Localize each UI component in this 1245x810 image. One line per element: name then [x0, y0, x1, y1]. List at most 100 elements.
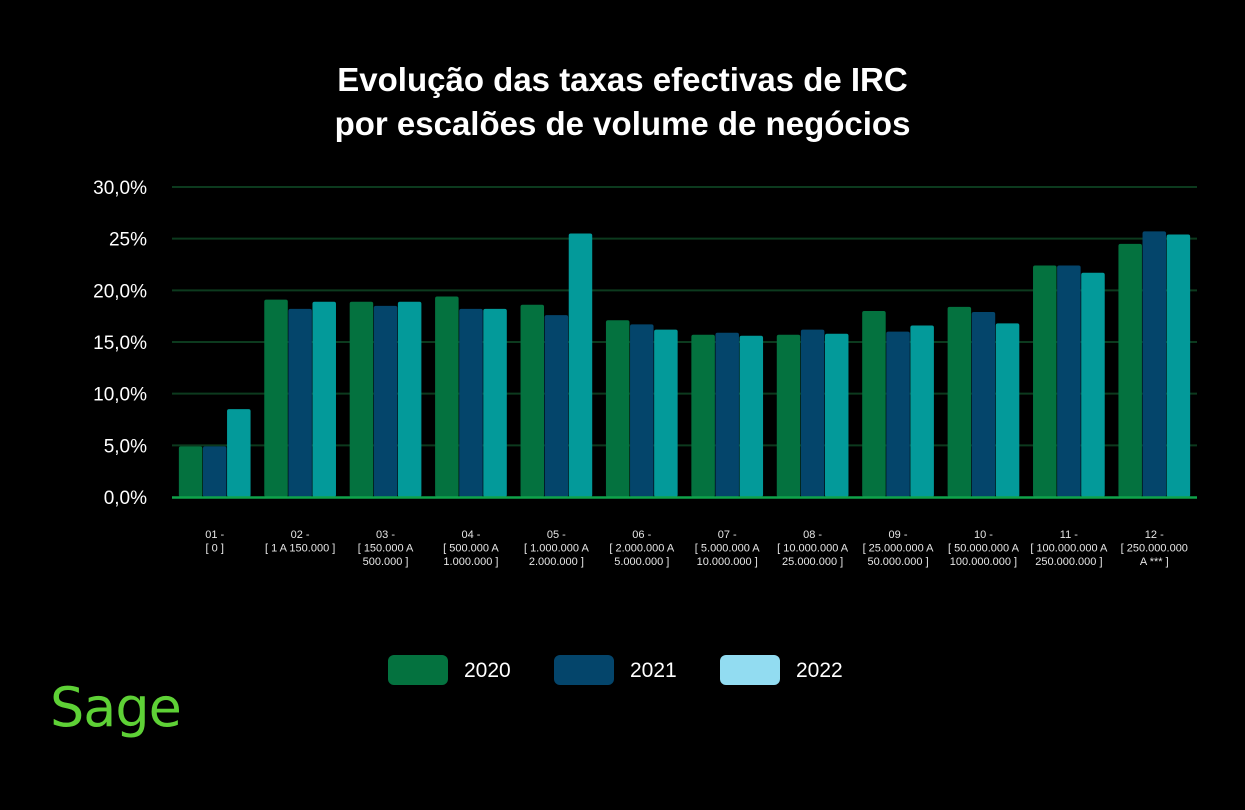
- x-tick-label-10: 10 - [ 50.000.000 A 100.000.000 ]: [948, 529, 1020, 568]
- x-tick-label-line: 04 -: [461, 529, 480, 541]
- bar-2022-8: [824, 333, 849, 497]
- bar-2020-6: [605, 320, 630, 497]
- bar-2020-2: [264, 299, 288, 497]
- x-tick-label-line: [ 100.000.000 A: [1030, 543, 1108, 555]
- y-tick-label-5: 25%: [109, 230, 147, 251]
- x-tick-label-line: 25.000.000 ]: [782, 556, 843, 568]
- y-tick-label-2: 10,0%: [93, 385, 147, 406]
- bar-2020-12: [1118, 243, 1142, 497]
- chart-legend: 2020 2021 2022: [0, 655, 1245, 687]
- x-tick-label-5: 05 - [ 1.000.000 A 2.000.000 ]: [524, 529, 589, 568]
- bar-2021-12: [1142, 231, 1167, 497]
- bar-2020-4: [435, 296, 459, 497]
- x-tick-label-8: 08 - [ 10.000.000 A 25.000.000 ]: [777, 529, 849, 568]
- bar-2022-7: [739, 335, 764, 497]
- bar-2020-5: [520, 304, 545, 497]
- x-tick-label-line: 50.000.000 ]: [867, 556, 928, 568]
- bar-2021-6: [630, 324, 654, 497]
- x-tick-label-line: 11 -: [1060, 529, 1078, 541]
- x-tick-label-line: 07 -: [718, 529, 737, 541]
- bar-2020-11: [1033, 265, 1057, 497]
- y-tick-label-6: 30,0%: [93, 178, 147, 199]
- bar-2021-1: [202, 446, 227, 497]
- legend-swatch-2020: [388, 655, 448, 685]
- bar-2022-11: [1081, 272, 1105, 497]
- x-tick-label-2: 02 - [ 1 A 150.000 ]: [265, 529, 335, 555]
- x-tick-label-line: 10 -: [974, 529, 993, 541]
- y-tick-label-1: 5,0%: [104, 436, 147, 457]
- x-tick-label-line: 100.000.000 ]: [950, 556, 1017, 568]
- x-tick-label-line: [ 1.000.000 A: [524, 543, 589, 555]
- x-tick-label-line: 03 -: [376, 529, 395, 541]
- bar-2022-12: [1166, 234, 1191, 498]
- bar-2020-8: [776, 334, 801, 497]
- legend-swatch-2022: [720, 655, 780, 685]
- x-tick-label-1: 01 - [ 0 ]: [205, 529, 224, 555]
- bar-2021-5: [544, 315, 569, 497]
- x-tick-label-line: 06 -: [632, 529, 651, 541]
- bar-2021-9: [886, 331, 910, 497]
- x-tick-label-line: [ 500.000 A: [443, 543, 499, 555]
- x-tick-label-6: 06 - [ 2.000.000 A 5.000.000 ]: [609, 529, 674, 568]
- x-tick-label-line: 500.000 ]: [363, 556, 409, 568]
- bar-2020-7: [691, 334, 715, 497]
- bar-2021-3: [373, 305, 398, 497]
- x-tick-label-line: [ 250.000.000: [1121, 543, 1188, 555]
- chart-title: Evolução das taxas efectivas de IRC por …: [0, 58, 1245, 146]
- x-tick-label-line: [ 2.000.000 A: [609, 543, 674, 555]
- x-tick-label-line: [ 50.000.000 A: [948, 543, 1020, 555]
- bar-2021-7: [715, 332, 739, 497]
- bar-2022-10: [995, 323, 1020, 497]
- x-tick-label-line: [ 150.000 A: [358, 543, 414, 555]
- bar-2020-3: [349, 301, 374, 497]
- x-tick-label-line: 5.000.000 ]: [614, 556, 669, 568]
- bar-2022-4: [483, 308, 507, 497]
- x-tick-label-line: 12 -: [1145, 529, 1164, 541]
- x-tick-label-7: 07 - [ 5.000.000 A 10.000.000 ]: [695, 529, 760, 568]
- x-tick-label-12: 12 - [ 250.000.000 A *** ]: [1121, 529, 1188, 568]
- bar-2022-9: [910, 325, 934, 497]
- x-tick-label-line: 05 -: [547, 529, 566, 541]
- bar-2022-6: [654, 329, 678, 497]
- x-tick-label-9: 09 - [ 25.000.000 A 50.000.000 ]: [863, 529, 935, 568]
- x-tick-label-line: [ 0 ]: [206, 543, 224, 555]
- x-tick-label-line: A *** ]: [1140, 556, 1169, 568]
- y-tick-label-4: 20,0%: [93, 281, 147, 302]
- chart-title-line-1: Evolução das taxas efectivas de IRC: [337, 61, 908, 98]
- bar-2022-1: [227, 409, 251, 497]
- bar-2020-9: [862, 311, 886, 497]
- x-tick-label-line: 2.000.000 ]: [529, 556, 584, 568]
- x-tick-label-line: [ 5.000.000 A: [695, 543, 760, 555]
- y-tick-label-3: 15,0%: [93, 333, 147, 354]
- x-tick-label-line: 250.000.000 ]: [1035, 556, 1102, 568]
- bar-2020-10: [947, 306, 972, 497]
- legend-label-2020: 2020: [464, 659, 511, 682]
- x-tick-label-line: [ 1 A 150.000 ]: [265, 543, 335, 555]
- bar-2022-2: [312, 301, 336, 497]
- bar-2020-1: [178, 446, 203, 497]
- x-tick-label-4: 04 - [ 500.000 A 1.000.000 ]: [443, 529, 499, 568]
- x-tick-label-line: [ 10.000.000 A: [777, 543, 849, 555]
- chart-title-line-2: por escalões de volume de negócios: [334, 105, 911, 142]
- bar-chart: 0,0% 5,0% 10,0% 15,0% 20,0% 25% 30,0% 01 - [ 0 ]…: [93, 178, 1197, 568]
- legend-label-2022: 2022: [796, 659, 843, 682]
- x-tick-label-11: 11 - [ 100.000.000 A 250.000.000 ]: [1030, 529, 1108, 568]
- x-tick-label-line: 08 -: [803, 529, 822, 541]
- bar-2021-10: [971, 312, 996, 497]
- x-tick-label-line: 02 -: [291, 529, 310, 541]
- legend-swatch-2021: [554, 655, 614, 685]
- bar-2022-3: [397, 301, 422, 497]
- x-tick-label-line: 09 -: [889, 529, 908, 541]
- x-tick-label-line: [ 25.000.000 A: [863, 543, 935, 555]
- sage-logo: Sage: [50, 676, 182, 739]
- x-tick-label-line: 01 -: [205, 529, 224, 541]
- bar-2021-2: [288, 308, 312, 497]
- bar-2021-8: [800, 329, 825, 497]
- y-tick-label-0: 0,0%: [104, 488, 147, 509]
- bar-2021-4: [459, 308, 483, 497]
- x-tick-label-3: 03 - [ 150.000 A 500.000 ]: [358, 529, 414, 568]
- x-tick-label-line: 1.000.000 ]: [443, 556, 498, 568]
- x-tick-label-line: 10.000.000 ]: [697, 556, 758, 568]
- legend-label-2021: 2021: [630, 659, 677, 682]
- bar-2021-11: [1057, 265, 1081, 497]
